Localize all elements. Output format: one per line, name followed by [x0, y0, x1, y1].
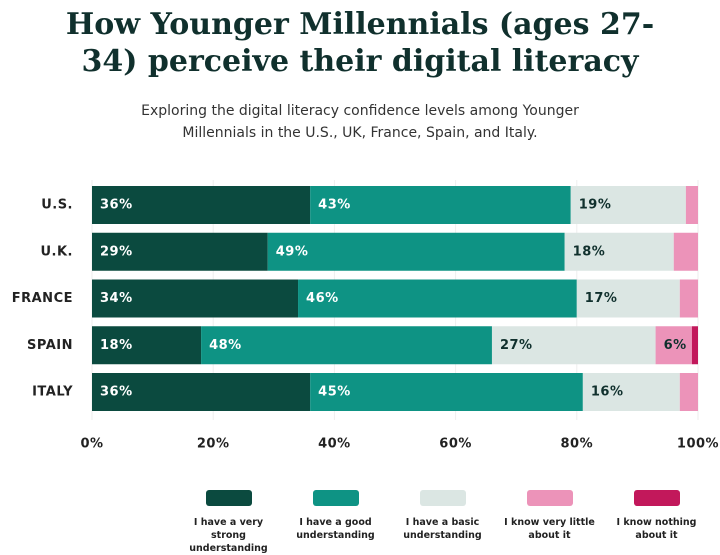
value-label: 34% — [100, 291, 133, 306]
bar-segment — [310, 186, 571, 224]
y-tick-label: U.K. — [40, 244, 73, 259]
bar-segment — [655, 326, 692, 365]
bar-segment — [679, 373, 698, 411]
bar-segment — [491, 326, 656, 365]
bar-segment — [92, 326, 202, 365]
y-tick-label: FRANCE — [12, 291, 73, 306]
value-label: 18% — [573, 244, 606, 259]
legend-swatch — [526, 490, 573, 506]
value-label: 45% — [318, 385, 351, 400]
x-tick-label: 60% — [439, 437, 472, 452]
legend-swatch — [205, 490, 252, 506]
chart-title: How Younger Millennials (ages 27-34) per… — [65, 7, 655, 79]
bar-segment — [685, 186, 698, 224]
value-label: 36% — [100, 198, 133, 213]
value-label: 48% — [209, 338, 242, 353]
value-label: 49% — [276, 244, 309, 259]
bar-segment — [570, 186, 686, 224]
legend-item: I have a very strong understanding — [175, 490, 282, 555]
bar-segment — [673, 232, 698, 271]
value-label: 16% — [591, 385, 624, 400]
bar-segment — [92, 279, 299, 318]
bar-segment — [564, 232, 674, 271]
value-label: 19% — [579, 198, 612, 213]
x-tick-label: 20% — [197, 437, 230, 452]
bar-segment — [92, 232, 268, 271]
legend-label: I have a basic understanding — [403, 517, 482, 541]
legend-label: I know very little about it — [504, 517, 595, 541]
bar-segment — [267, 232, 565, 271]
legend-swatch — [312, 490, 359, 506]
legend-item: I know very little about it — [496, 490, 603, 555]
x-tick-label: 0% — [80, 437, 103, 452]
bar-segment — [691, 326, 698, 365]
x-tick-label: 40% — [318, 437, 351, 452]
bar-segment — [582, 373, 680, 411]
value-label: 36% — [100, 385, 133, 400]
bar-segment — [576, 279, 680, 318]
chart-subtitle: Exploring the digital literacy confidenc… — [141, 103, 579, 141]
legend-swatch — [419, 490, 466, 506]
value-label: 17% — [585, 291, 618, 306]
bar-segment — [92, 186, 311, 224]
bar-segment — [679, 279, 698, 318]
legend: I have a very strong understanding I have… — [175, 490, 710, 555]
legend-label: I have a very strong understanding — [189, 517, 268, 554]
bar-segment — [92, 373, 311, 411]
legend-item: I know nothing about it — [603, 490, 710, 555]
value-label: 27% — [500, 338, 533, 353]
legend-item: I have a basic understanding — [389, 490, 496, 555]
y-tick-label: U.S. — [41, 198, 73, 213]
x-tick-label: 80% — [560, 437, 593, 452]
value-label: 43% — [318, 198, 351, 213]
legend-label: I know nothing about it — [616, 517, 697, 541]
legend-label: I have a good understanding — [296, 517, 375, 541]
y-tick-label: ITALY — [32, 385, 73, 400]
y-tick-label: SPAIN — [27, 338, 73, 353]
value-label: 18% — [100, 338, 133, 353]
value-label: 6% — [664, 338, 687, 353]
value-label: 29% — [100, 244, 133, 259]
legend-item: I have a good understanding — [282, 490, 389, 555]
legend-swatch — [633, 490, 680, 506]
bar-segment — [201, 326, 492, 365]
value-label: 46% — [306, 291, 339, 306]
x-tick-label: 100% — [677, 437, 719, 452]
bar-segment — [298, 279, 577, 318]
bar-segment — [310, 373, 583, 411]
